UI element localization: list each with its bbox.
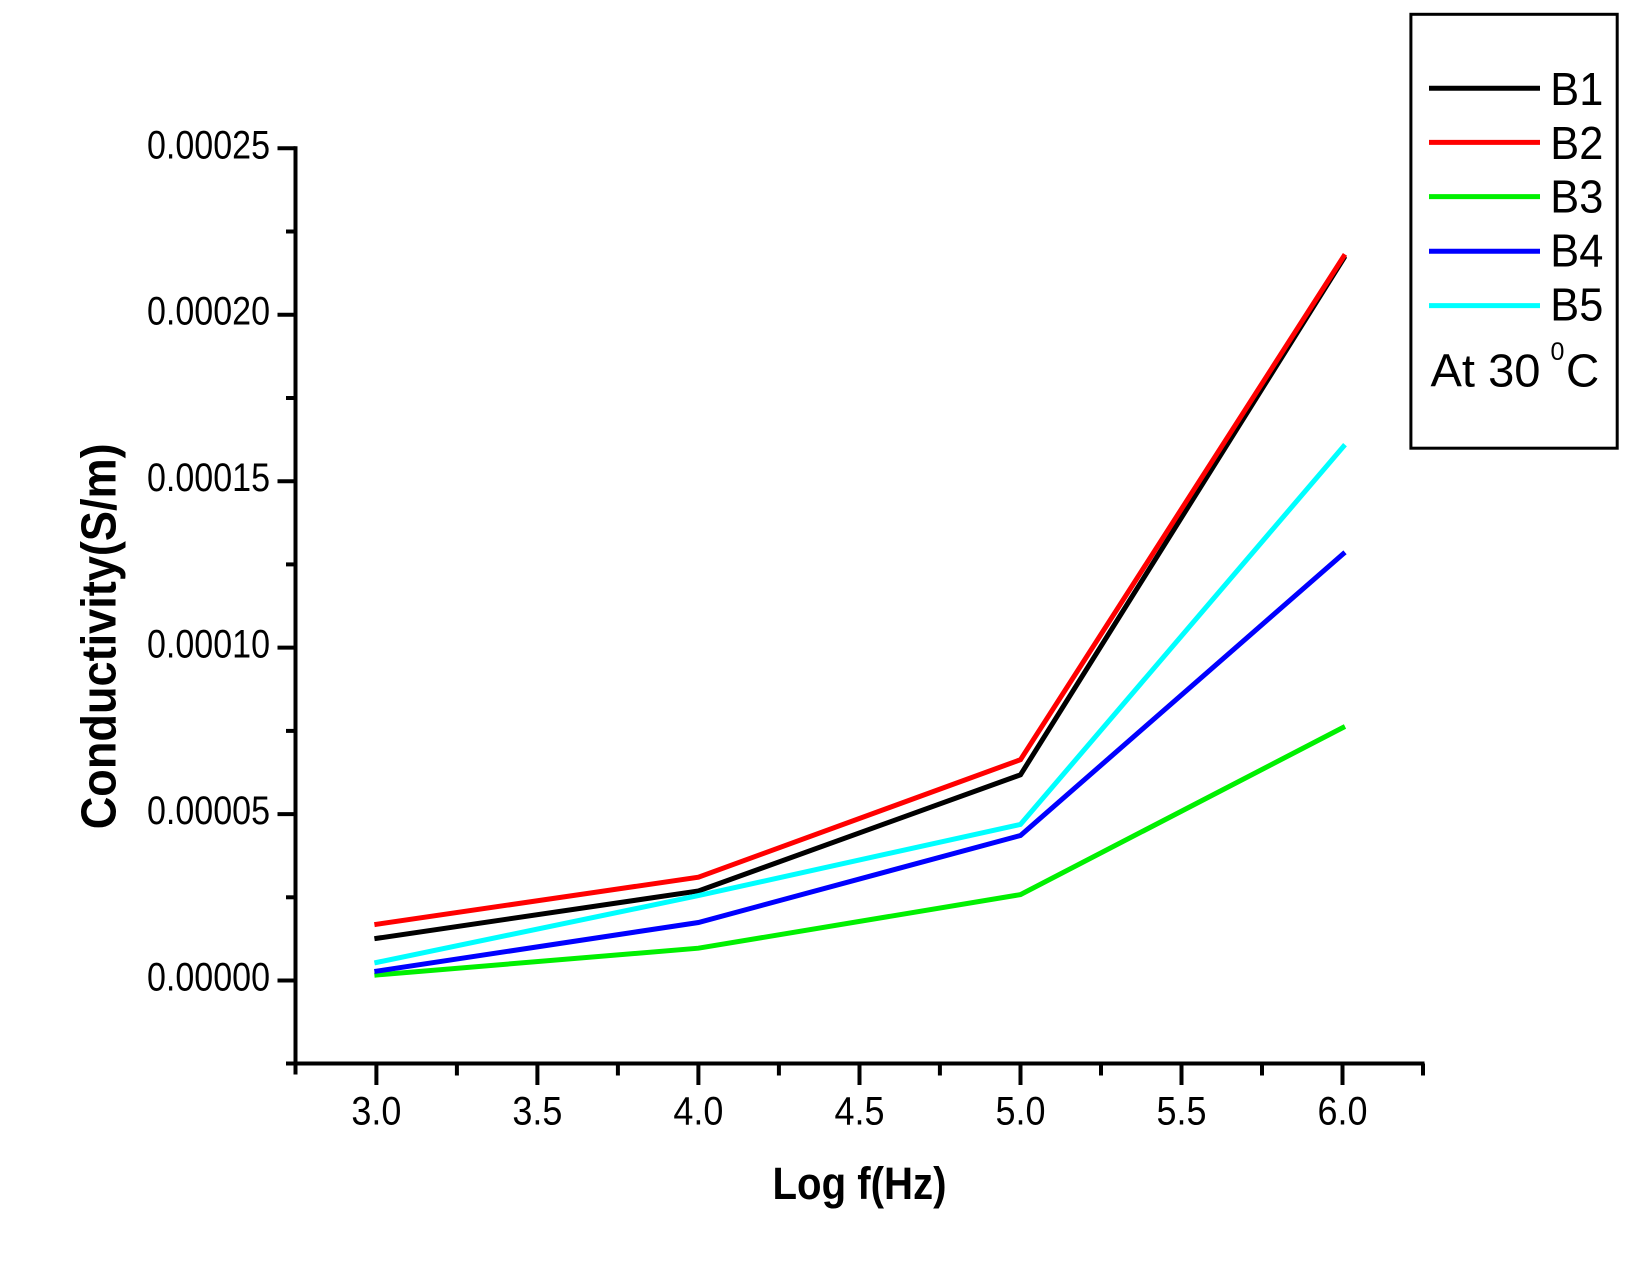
svg-text:0.00000: 0.00000 xyxy=(147,956,270,1000)
svg-text:5.0: 5.0 xyxy=(996,1090,1046,1134)
svg-text:B5: B5 xyxy=(1550,278,1603,330)
svg-text:5.5: 5.5 xyxy=(1157,1090,1207,1134)
svg-text:0.00015: 0.00015 xyxy=(147,456,270,500)
svg-text:4.5: 4.5 xyxy=(835,1090,885,1134)
svg-text:Conductivity(S/m): Conductivity(S/m) xyxy=(73,443,127,829)
svg-text:6.0: 6.0 xyxy=(1318,1090,1368,1134)
svg-text:3.0: 3.0 xyxy=(351,1090,401,1134)
svg-text:0: 0 xyxy=(1551,338,1565,366)
svg-text:0.00005: 0.00005 xyxy=(147,789,270,833)
svg-text:C: C xyxy=(1566,345,1599,397)
svg-text:B4: B4 xyxy=(1550,225,1603,277)
svg-text:0.00010: 0.00010 xyxy=(147,623,270,667)
svg-text:B2: B2 xyxy=(1550,117,1603,169)
svg-text:4.0: 4.0 xyxy=(673,1090,723,1134)
svg-text:At 30: At 30 xyxy=(1431,345,1541,397)
svg-text:0.00025: 0.00025 xyxy=(147,123,270,167)
svg-text:0.00020: 0.00020 xyxy=(147,290,270,334)
svg-text:3.5: 3.5 xyxy=(512,1090,562,1134)
svg-text:Log f(Hz): Log f(Hz) xyxy=(773,1158,947,1209)
svg-text:B3: B3 xyxy=(1550,171,1603,223)
svg-text:B1: B1 xyxy=(1550,63,1603,115)
